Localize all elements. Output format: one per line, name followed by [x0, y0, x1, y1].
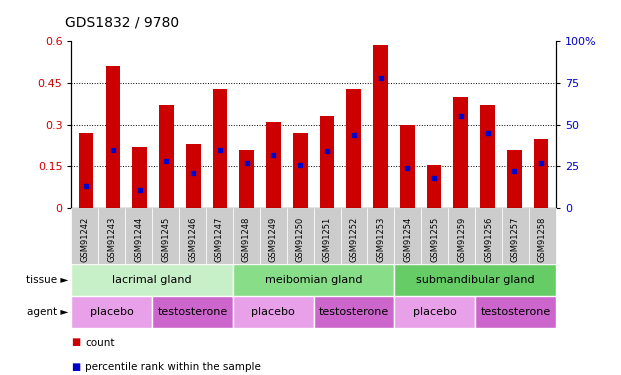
Bar [233, 264, 394, 296]
Text: GSM91255: GSM91255 [430, 217, 439, 262]
Bar [266, 122, 281, 208]
Text: testosterone: testosterone [480, 307, 551, 317]
Text: agent ►: agent ► [27, 307, 68, 317]
Text: GSM91258: GSM91258 [538, 217, 547, 262]
Text: ■: ■ [71, 338, 81, 348]
Text: GSM91259: GSM91259 [457, 217, 466, 262]
Bar [314, 296, 394, 328]
Text: GSM91243: GSM91243 [107, 217, 116, 262]
Bar [233, 296, 314, 328]
Bar [373, 45, 388, 208]
Text: percentile rank within the sample: percentile rank within the sample [85, 362, 261, 372]
Text: count: count [85, 338, 115, 348]
Text: GSM91242: GSM91242 [80, 217, 89, 262]
Text: testosterone: testosterone [319, 307, 389, 317]
Bar [293, 133, 307, 208]
Bar [159, 105, 174, 208]
Bar [475, 296, 556, 328]
Bar [106, 66, 120, 208]
Text: GSM91244: GSM91244 [134, 217, 143, 262]
Text: GSM91254: GSM91254 [403, 217, 412, 262]
Bar [427, 165, 442, 208]
Bar [453, 97, 468, 208]
Text: lacrimal gland: lacrimal gland [112, 275, 192, 285]
Text: tissue ►: tissue ► [26, 275, 68, 285]
Text: GSM91247: GSM91247 [215, 217, 224, 262]
Text: placebo: placebo [252, 307, 295, 317]
Bar [239, 150, 254, 208]
Text: GSM91251: GSM91251 [322, 217, 332, 262]
Bar [347, 88, 361, 208]
Bar [394, 264, 556, 296]
Bar [533, 139, 548, 208]
Text: GSM91249: GSM91249 [269, 217, 278, 262]
Bar [400, 124, 415, 208]
Bar [79, 133, 94, 208]
Bar [320, 116, 334, 208]
Text: submandibular gland: submandibular gland [415, 275, 535, 285]
Text: GSM91257: GSM91257 [511, 217, 520, 262]
Text: ■: ■ [71, 362, 81, 372]
Bar [394, 296, 475, 328]
Text: GSM91250: GSM91250 [296, 217, 305, 262]
Text: GSM91256: GSM91256 [484, 217, 493, 262]
Text: GSM91253: GSM91253 [376, 217, 386, 262]
Text: GSM91248: GSM91248 [242, 217, 251, 262]
Bar [71, 264, 233, 296]
Bar [507, 150, 522, 208]
Bar [132, 147, 147, 208]
Text: testosterone: testosterone [157, 307, 228, 317]
Bar [186, 144, 201, 208]
Text: GSM91252: GSM91252 [350, 217, 358, 262]
Text: placebo: placebo [413, 307, 456, 317]
Text: GSM91246: GSM91246 [188, 217, 197, 262]
Text: GDS1832 / 9780: GDS1832 / 9780 [65, 15, 179, 29]
Text: placebo: placebo [90, 307, 134, 317]
Bar [212, 88, 227, 208]
Bar [71, 296, 152, 328]
Bar [480, 105, 495, 208]
Text: meibomian gland: meibomian gland [265, 275, 363, 285]
Text: GSM91245: GSM91245 [161, 217, 170, 262]
Bar [152, 296, 233, 328]
